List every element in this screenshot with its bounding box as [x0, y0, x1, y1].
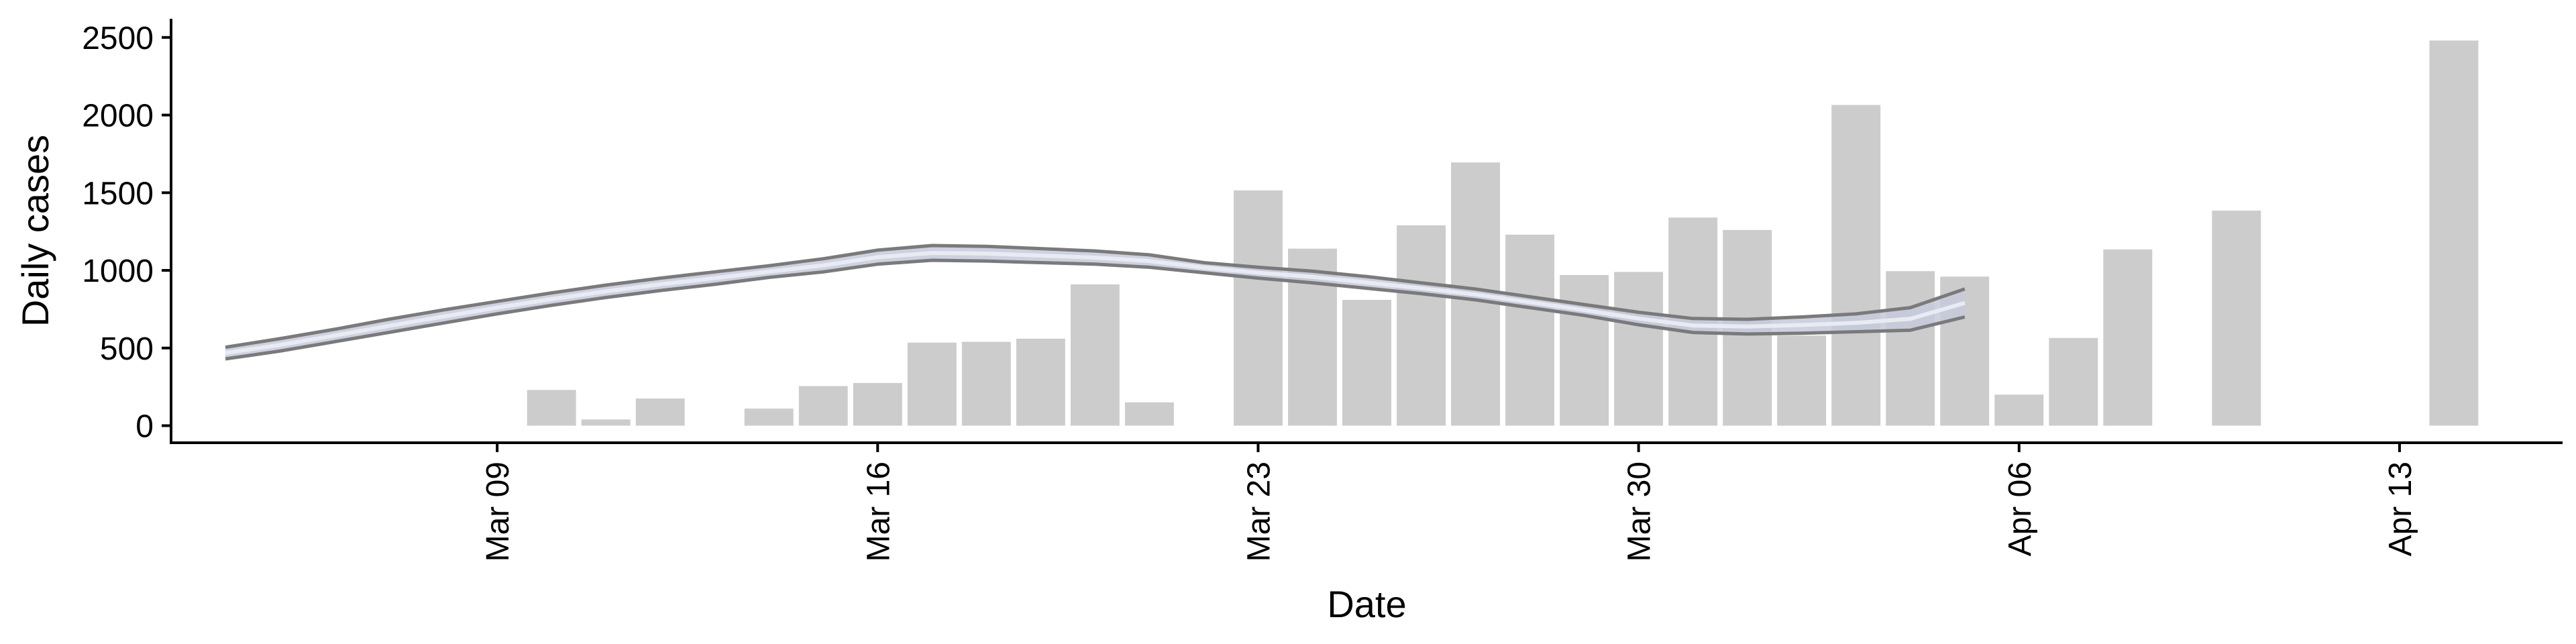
x-axis-title: Date	[1327, 583, 1406, 625]
bar	[1342, 300, 1391, 426]
bar	[853, 382, 902, 426]
bar	[744, 409, 794, 426]
y-tick-label: 1500	[82, 176, 154, 211]
y-tick-label: 0	[136, 409, 154, 445]
bar	[1070, 284, 1120, 426]
bar	[961, 341, 1011, 426]
y-tick-label: 1000	[82, 254, 154, 289]
bar	[2103, 249, 2153, 426]
y-axis-ticks: 0 500 1000 1500 2000 2500	[82, 21, 171, 445]
bar	[527, 390, 576, 426]
x-tick-label: Apr 13	[2383, 462, 2418, 556]
bar	[1831, 105, 1881, 426]
axes	[170, 19, 2563, 444]
y-tick-label: 500	[100, 331, 154, 367]
bar	[1397, 225, 1446, 426]
bar	[1016, 338, 1065, 426]
bar	[635, 398, 685, 426]
bar	[798, 386, 848, 426]
bar	[2049, 337, 2098, 426]
trend-upper-line	[225, 244, 1966, 350]
bar	[1233, 190, 1283, 426]
bar	[581, 419, 631, 426]
bars-layer	[527, 40, 2479, 426]
smoothed-trend	[225, 244, 1966, 361]
x-tick-label: Mar 23	[1241, 462, 1277, 561]
x-tick-label: Mar 09	[480, 462, 516, 561]
bar	[1124, 402, 1174, 426]
bar	[1505, 234, 1555, 426]
trend-center-line	[225, 251, 1966, 356]
y-axis-title: Daily cases	[14, 135, 56, 327]
bar	[1886, 271, 1935, 426]
x-tick-label: Mar 16	[861, 462, 896, 561]
x-axis-ticks: Mar 09 Mar 16 Mar 23 Mar 30 Apr 06 Apr 13	[480, 443, 2418, 561]
bar	[2212, 210, 2261, 426]
bar	[1777, 335, 1827, 426]
y-tick-label: 2000	[82, 99, 154, 134]
trend-lower-line	[225, 258, 1966, 361]
x-tick-label: Mar 30	[1622, 462, 1658, 561]
bar	[1994, 394, 2044, 426]
bar	[1614, 272, 1664, 426]
bar	[1560, 274, 1609, 426]
y-tick-label: 2500	[82, 21, 154, 56]
bar	[907, 342, 957, 426]
x-tick-label: Apr 06	[2002, 462, 2038, 556]
bar	[2429, 40, 2479, 426]
